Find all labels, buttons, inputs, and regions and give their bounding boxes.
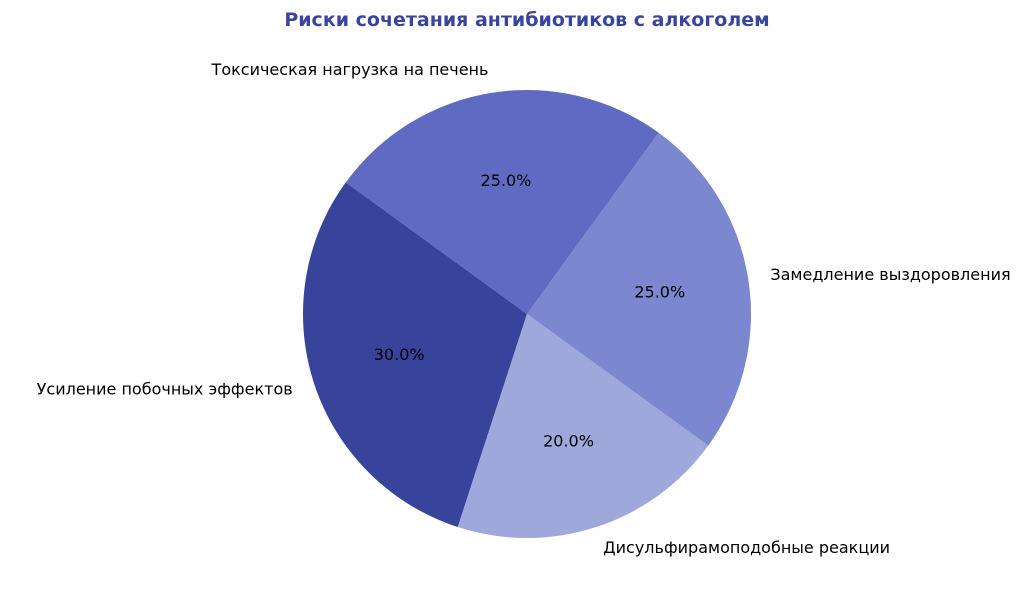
pie-category-label: Дисульфирамоподобные реакции — [603, 538, 890, 557]
pie-slice-3 — [527, 132, 751, 446]
pie-slice-1 — [302, 182, 527, 528]
pie-value-label: 20.0% — [543, 431, 594, 450]
pie-category-label: Усиление побочных эффектов — [37, 380, 293, 399]
pie-value-label: 25.0% — [481, 171, 532, 190]
pie-value-label: 25.0% — [634, 282, 685, 301]
pie-category-label: Замедление выздоровления — [770, 265, 1010, 284]
pie-slice-2 — [457, 314, 709, 538]
pie-value-label: 30.0% — [374, 345, 425, 364]
pie-category-label: Токсическая нагрузка на печень — [211, 60, 489, 79]
chart-title: Риски сочетания антибиотиков с алкоголем — [284, 9, 769, 31]
pie-slice-4 — [345, 90, 659, 314]
